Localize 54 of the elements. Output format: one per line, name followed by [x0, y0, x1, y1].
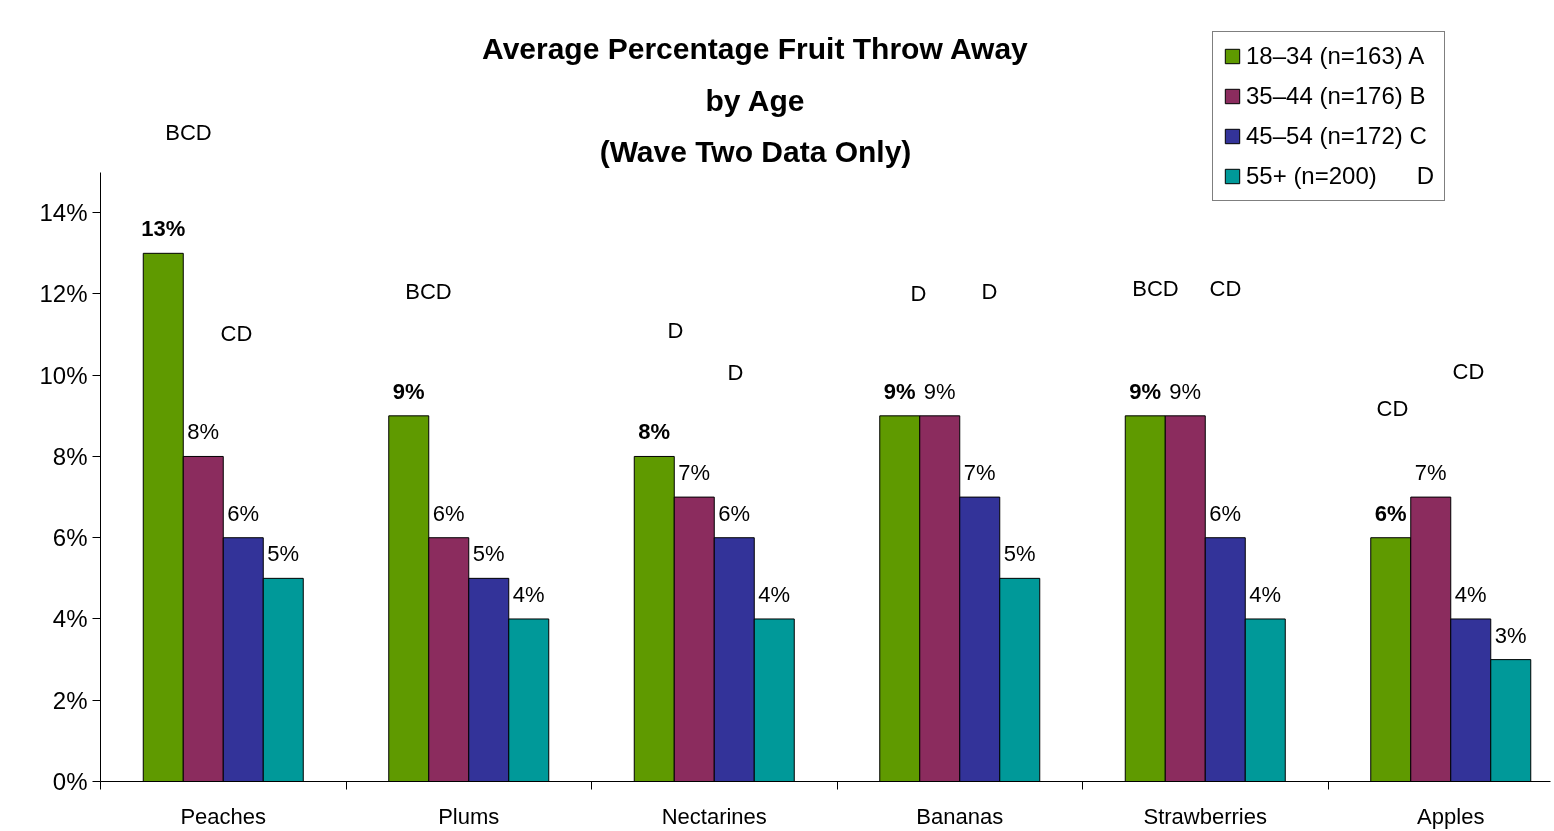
- data-label: 4%: [1249, 581, 1282, 607]
- x-tick-label: Nectarines: [661, 803, 767, 829]
- legend-label: 45–54 (n=172) C: [1246, 122, 1427, 150]
- chart-title: Average Percentage Fruit Throw Away by Age (Wave Two Data Only): [482, 32, 1029, 168]
- y-tick-label: 2%: [52, 686, 88, 714]
- annotation: CD: [220, 321, 253, 347]
- annotation: BCD: [405, 279, 452, 305]
- y-tick-label: 14%: [39, 199, 88, 227]
- annotation: CD: [1209, 276, 1242, 302]
- data-label: 3%: [1494, 622, 1527, 648]
- data-label: 5%: [1003, 541, 1036, 567]
- y-tick-label: 4%: [52, 605, 88, 633]
- data-label: 7%: [1414, 460, 1447, 486]
- y-tick-label: 8%: [52, 442, 88, 470]
- data-label: 6%: [718, 500, 751, 526]
- data-label: 4%: [758, 581, 791, 607]
- x-tick-label: Peaches: [180, 803, 267, 829]
- x-tick-label: Bananas: [916, 803, 1004, 829]
- data-label: 6%: [227, 500, 260, 526]
- x-tick-label: Apples: [1417, 803, 1485, 829]
- y-tick-label: 6%: [52, 524, 88, 552]
- data-label: 9%: [883, 378, 916, 404]
- data-label: 7%: [678, 460, 711, 486]
- y-tick-label: 10%: [39, 361, 88, 389]
- data-label: 7%: [963, 460, 996, 486]
- data-label: 8%: [187, 419, 220, 445]
- data-label: 13%: [141, 216, 186, 242]
- data-label: 6%: [1209, 500, 1242, 526]
- data-label: 6%: [432, 500, 465, 526]
- annotation: CD: [1452, 359, 1485, 385]
- data-label: 9%: [392, 378, 425, 404]
- y-tick-label: 0%: [52, 768, 88, 795]
- data-label: 5%: [472, 541, 505, 567]
- annotation: D: [910, 281, 927, 307]
- annotation: BCD: [1132, 276, 1179, 302]
- legend-label: 18–34 (n=163) A: [1246, 42, 1425, 70]
- data-label: 9%: [1169, 378, 1202, 404]
- data-label: 9%: [923, 378, 956, 404]
- data-label: 8%: [638, 419, 671, 445]
- data-label: 4%: [512, 581, 545, 607]
- x-tick-label: Strawberries: [1143, 803, 1267, 829]
- data-label: 6%: [1374, 500, 1407, 526]
- data-label: 9%: [1129, 378, 1162, 404]
- text: BCD: [165, 119, 212, 145]
- legend-label: 35–44 (n=176) B: [1246, 82, 1426, 110]
- annotation: D: [727, 360, 744, 386]
- x-tick-label: Plums: [438, 803, 500, 829]
- annotation: D: [981, 279, 998, 305]
- annotation: D: [667, 318, 684, 344]
- annotation: CD: [1376, 395, 1409, 421]
- legend-label: 55+ (n=200) D: [1246, 162, 1435, 190]
- data-label: 5%: [267, 541, 300, 567]
- data-label: 4%: [1454, 581, 1487, 607]
- y-tick-label: 12%: [39, 280, 88, 308]
